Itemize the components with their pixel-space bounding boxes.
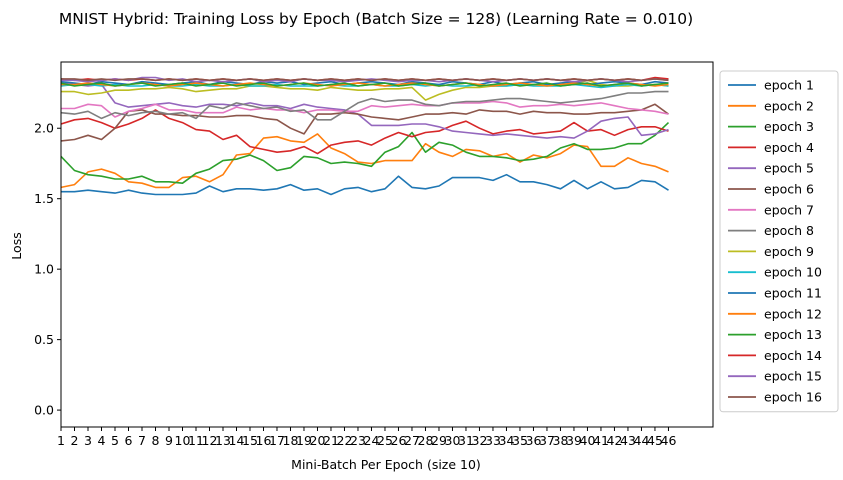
legend-label: epoch 2 bbox=[764, 98, 814, 113]
series-line-5 bbox=[60, 82, 669, 139]
x-tick-label: 35 bbox=[512, 433, 528, 448]
x-tick-label: 11 bbox=[188, 433, 204, 448]
series-line-2 bbox=[60, 133, 669, 189]
x-tick-label: 27 bbox=[404, 433, 420, 448]
x-tick-label: 28 bbox=[418, 433, 434, 448]
series-line-8 bbox=[60, 90, 669, 121]
legend-label: epoch 10 bbox=[764, 265, 822, 280]
y-tick-label: 1.5 bbox=[34, 191, 54, 206]
x-tick-label: 17 bbox=[269, 433, 285, 448]
x-tick-label: 16 bbox=[256, 433, 272, 448]
x-tick-label: 41 bbox=[593, 433, 609, 448]
x-axis-label: Mini-Batch Per Epoch (size 10) bbox=[291, 457, 481, 472]
x-tick-label: 29 bbox=[431, 433, 447, 448]
legend-label: epoch 15 bbox=[764, 369, 822, 384]
x-tick-label: 25 bbox=[377, 433, 393, 448]
legend-label: epoch 7 bbox=[764, 202, 814, 217]
x-tick-label: 33 bbox=[485, 433, 501, 448]
legend-label: epoch 16 bbox=[764, 390, 822, 405]
x-tick-label: 42 bbox=[607, 433, 623, 448]
x-tick-label: 26 bbox=[391, 433, 407, 448]
x-tick-label: 44 bbox=[634, 433, 650, 448]
series-line-4 bbox=[60, 109, 669, 155]
plot-frame bbox=[60, 61, 714, 428]
legend-label: epoch 12 bbox=[764, 306, 822, 321]
x-tick-label: 37 bbox=[539, 433, 555, 448]
legend-label: epoch 14 bbox=[764, 348, 822, 363]
x-tick-label: 39 bbox=[566, 433, 582, 448]
plot-lines bbox=[60, 76, 670, 196]
x-tick-label: 31 bbox=[458, 433, 474, 448]
x-tick-label: 14 bbox=[229, 433, 245, 448]
legend-label: epoch 9 bbox=[764, 244, 814, 259]
x-tick-label: 7 bbox=[138, 433, 146, 448]
x-tick-label: 20 bbox=[310, 433, 326, 448]
legend-label: epoch 4 bbox=[764, 140, 814, 155]
x-tick-label: 34 bbox=[499, 433, 515, 448]
x-tick-label: 2 bbox=[71, 433, 79, 448]
legend: epoch 1 epoch 2 epoch 3 epoch 4 epoch 5 epoch… bbox=[719, 70, 839, 413]
y-axis-label: Loss bbox=[9, 232, 24, 259]
y-tick-label: 1.0 bbox=[34, 262, 54, 277]
series-line-1 bbox=[61, 173, 669, 196]
legend-label: epoch 13 bbox=[764, 327, 822, 342]
x-tick-label: 6 bbox=[125, 433, 133, 448]
x-tick-label: 5 bbox=[111, 433, 119, 448]
x-tick-label: 24 bbox=[364, 433, 380, 448]
x-tick-label: 21 bbox=[323, 433, 339, 448]
x-tick-label: 23 bbox=[350, 433, 366, 448]
series-line-11 bbox=[60, 80, 669, 86]
legend-label: epoch 6 bbox=[764, 182, 814, 197]
x-tick-label: 43 bbox=[620, 433, 636, 448]
x-tick-label: 4 bbox=[98, 433, 106, 448]
x-tick-label: 45 bbox=[647, 433, 663, 448]
x-tick-label: 9 bbox=[165, 433, 173, 448]
series-line-13 bbox=[60, 82, 669, 87]
x-tick-label: 3 bbox=[84, 433, 92, 448]
legend-label: epoch 1 bbox=[764, 78, 814, 93]
y-tick-label: 0.5 bbox=[34, 332, 54, 347]
x-tick-label: 30 bbox=[445, 433, 461, 448]
x-tick-label: 1 bbox=[57, 433, 65, 448]
series-line-3 bbox=[60, 122, 670, 184]
x-tick-label: 36 bbox=[526, 433, 542, 448]
x-tick-label: 13 bbox=[215, 433, 231, 448]
legend-label: epoch 3 bbox=[764, 119, 814, 134]
x-tick-label: 10 bbox=[175, 433, 191, 448]
legend-box bbox=[719, 70, 839, 413]
x-tick-label: 40 bbox=[580, 433, 596, 448]
legend-label: epoch 8 bbox=[764, 223, 814, 238]
legend-label: epoch 11 bbox=[764, 286, 822, 301]
series-line-6 bbox=[60, 103, 669, 142]
x-tick-label: 12 bbox=[202, 433, 218, 448]
x-tick-label: 38 bbox=[553, 433, 569, 448]
x-tick-label: 32 bbox=[472, 433, 488, 448]
series-line-16 bbox=[61, 78, 669, 82]
x-tick-label: 8 bbox=[152, 433, 160, 448]
y-tick-label: 0.0 bbox=[34, 403, 54, 418]
x-tick-label: 18 bbox=[283, 433, 299, 448]
legend-label: epoch 5 bbox=[764, 161, 814, 176]
x-axis-ticks: 1 2 3 4 5 6 7 8 9 1011121314151617181920212223242… bbox=[57, 427, 676, 448]
x-tick-label: 46 bbox=[661, 433, 677, 448]
x-tick-label: 15 bbox=[242, 433, 258, 448]
y-tick-label: 2.0 bbox=[34, 121, 54, 136]
y-axis-ticks: 0.0 0.5 1.0 1.5 2.0 bbox=[34, 121, 61, 418]
series-line-7 bbox=[61, 100, 669, 118]
x-tick-label: 19 bbox=[296, 433, 312, 448]
chart-title: MNIST Hybrid: Training Loss by Epoch (Ba… bbox=[59, 10, 693, 28]
x-tick-label: 22 bbox=[337, 433, 353, 448]
